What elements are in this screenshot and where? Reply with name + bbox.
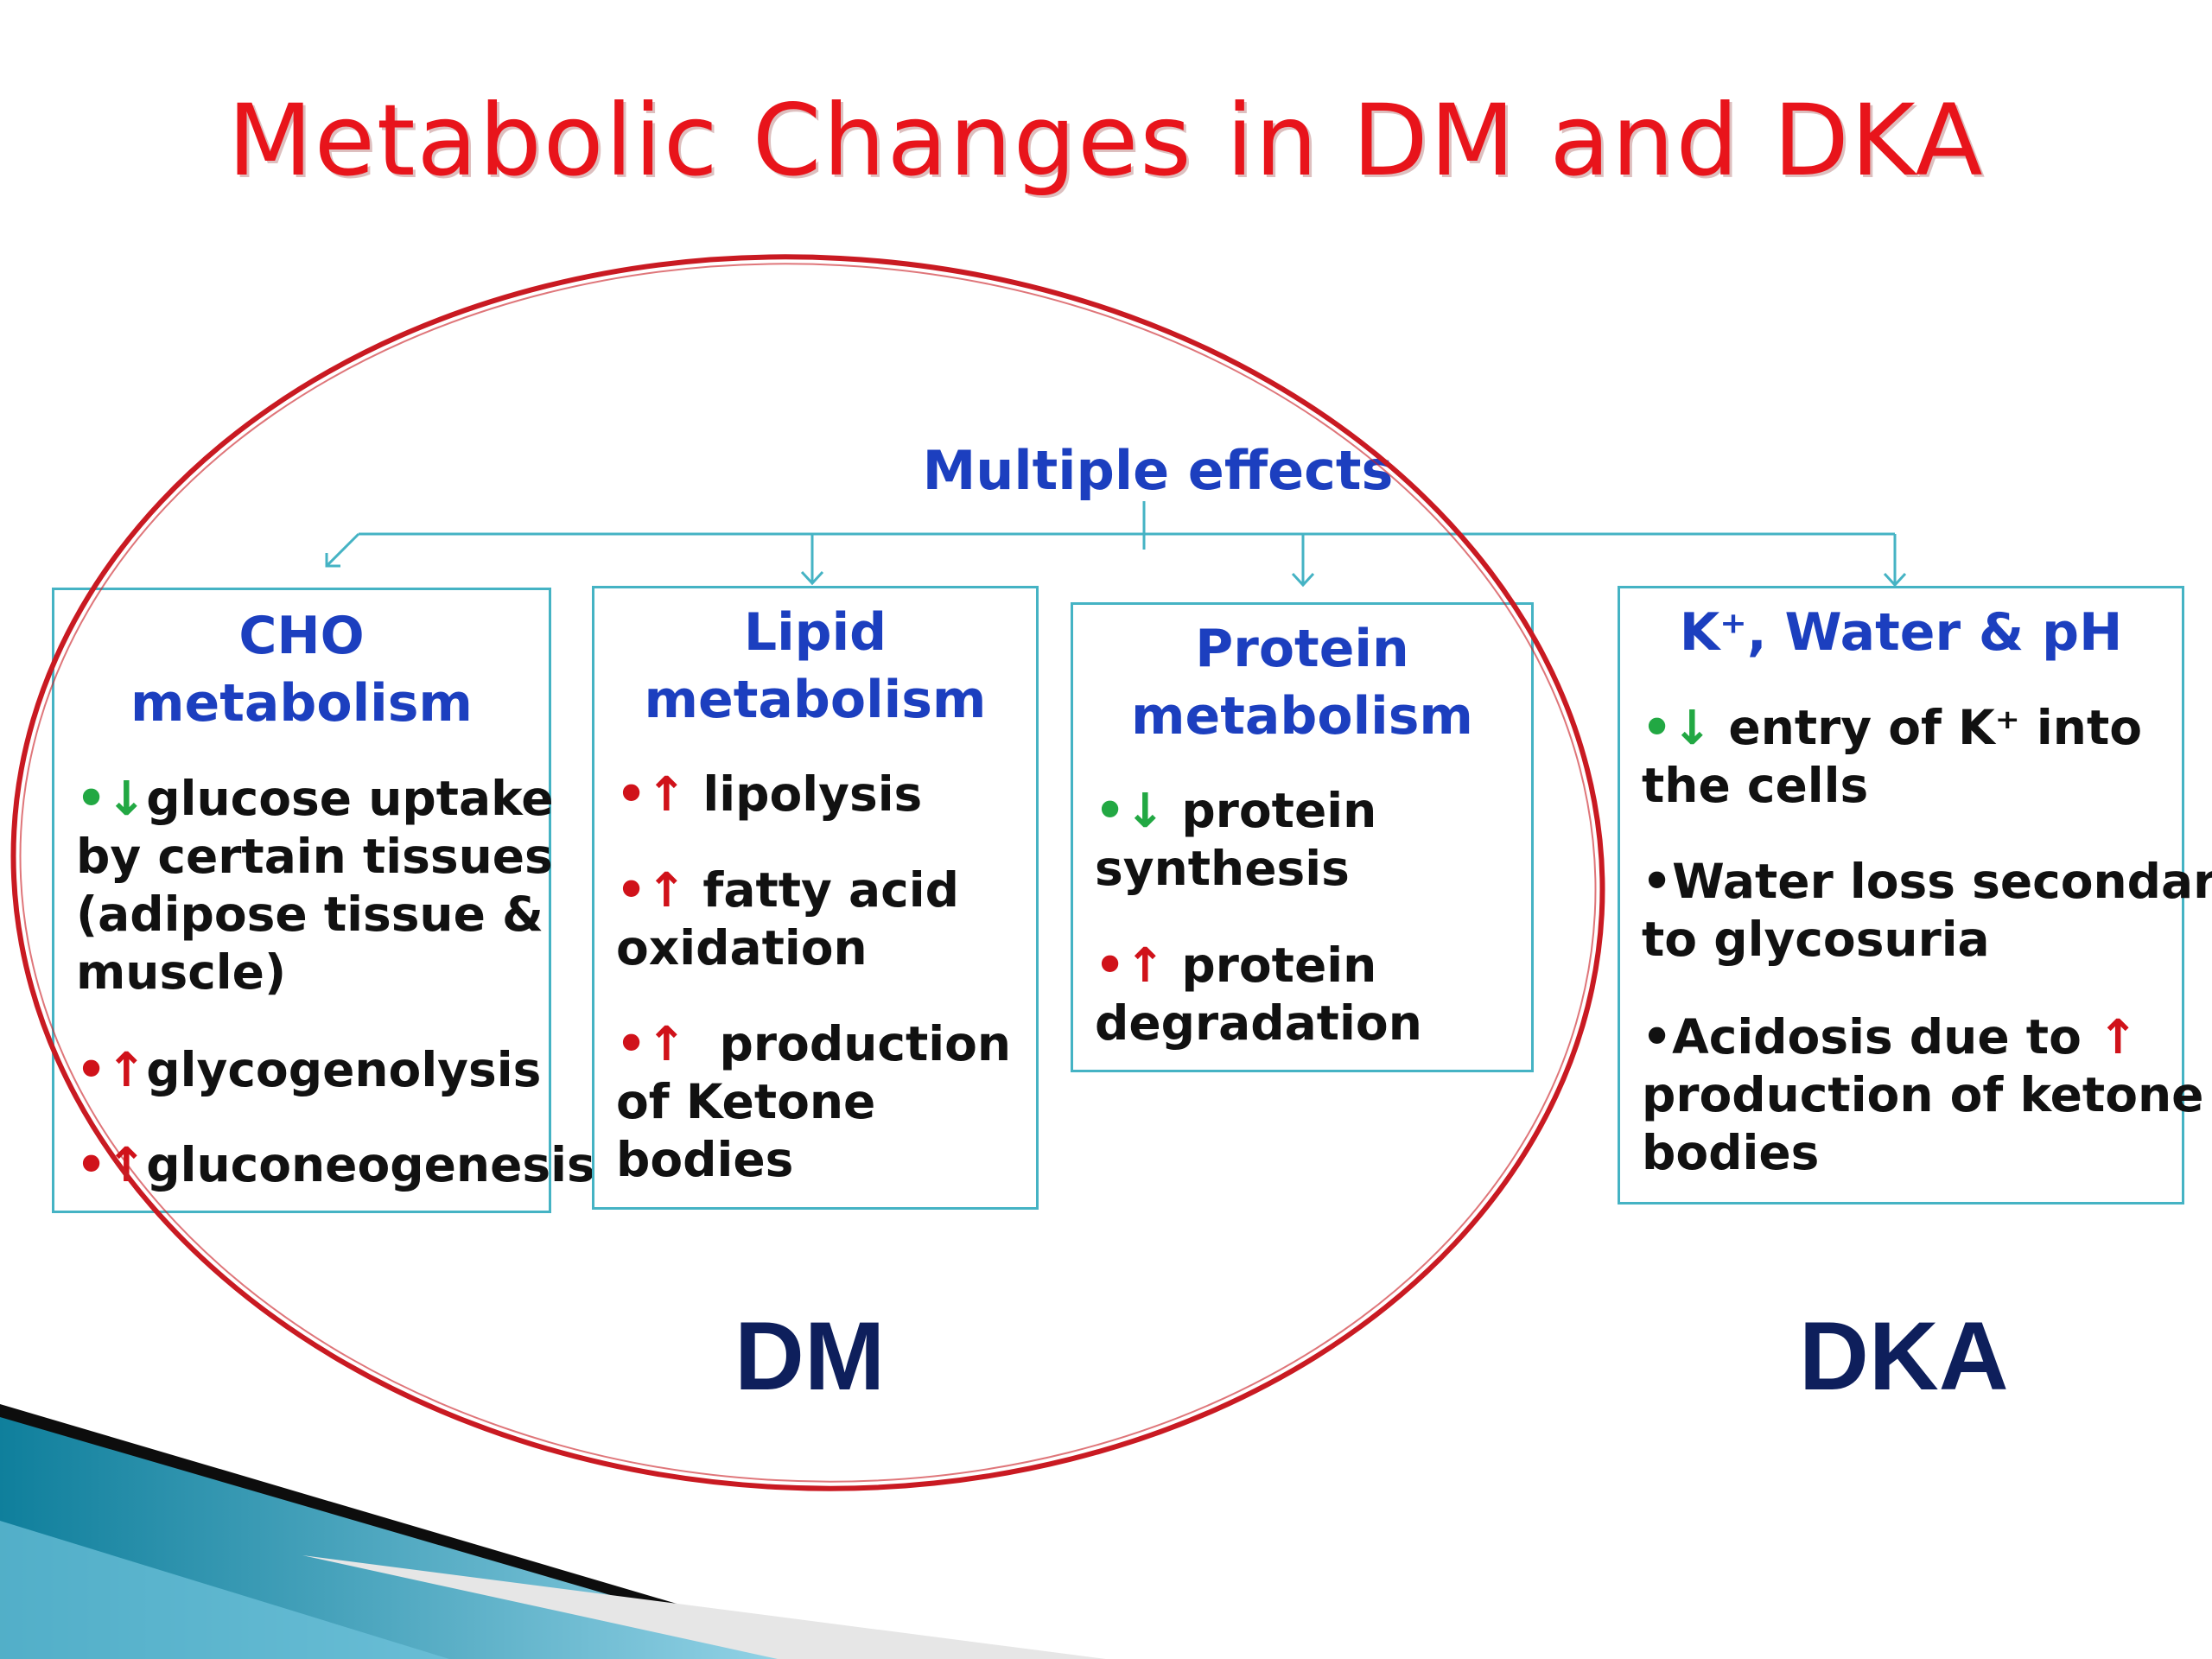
kwater-bullet-water-loss: •Water loss secondary to glycosuria — [1642, 854, 2212, 967]
increase-arrow-icon: ↑ — [106, 1042, 147, 1097]
increase-arrow-icon: ↑ — [2098, 1009, 2139, 1065]
increase-arrow-icon: ↑ — [646, 1016, 687, 1071]
increase-arrow-icon: ↑ — [646, 862, 687, 918]
increase-arrow-icon: ↑ — [106, 1137, 147, 1192]
decrease-arrow-icon: ↓ — [1125, 783, 1166, 838]
lipid-metabolism-box: Lipid metabolism •↑ lipolysis •↑ fatty a… — [592, 586, 1039, 1210]
kwater-bullet-acidosis: •Acidosis due to ↑ production of ketone … — [1642, 1009, 2204, 1180]
cho-box-title: CHO metabolism — [130, 606, 473, 734]
cho-bullet-gluconeogenesis: •↑gluconeogenesis — [76, 1137, 595, 1192]
lipid-bullet-lipolysis: •↑ lipolysis — [616, 766, 923, 822]
increase-arrow-icon: ↑ — [646, 766, 687, 822]
increase-arrow-icon: ↑ — [1125, 938, 1166, 993]
multiple-effects-label: Multiple effects — [922, 439, 1394, 502]
potassium-water-ph-box: K⁺, Water & pH •↓ entry of K⁺ into the c… — [1618, 586, 2212, 1205]
dka-group-label: DKA — [1799, 1302, 2009, 1410]
protein-bullet-degradation: •↑ protein degradation — [1095, 938, 1422, 1051]
decrease-arrow-icon: ↓ — [1672, 700, 1713, 755]
decrease-arrow-icon: ↓ — [106, 771, 147, 826]
cho-bullet-glycogenolysis: •↑glycogenolysis — [76, 1042, 542, 1097]
kwater-box-title: K⁺, Water & pH — [1679, 602, 2123, 663]
lipid-box-title: Lipid metabolism — [644, 602, 987, 730]
protein-bullet-synthesis: •↓ protein synthesis — [1095, 783, 1377, 896]
dm-group-label: DM — [734, 1302, 886, 1410]
kwater-bullet-potassium-entry: •↓ entry of K⁺ into the cells — [1642, 700, 2143, 813]
cho-metabolism-box: CHO metabolism •↓glucose uptake by certa… — [52, 588, 595, 1213]
slide-title: Metabolic Changes in DM and DKA — [227, 83, 1985, 198]
protein-box-title: Protein metabolism — [1131, 619, 1473, 747]
lipid-bullet-ketone-production: •↑ production of Ketone bodies — [616, 1016, 1012, 1187]
protein-metabolism-box: Protein metabolism •↓ protein synthesis … — [1071, 602, 1534, 1072]
cho-bullet-glucose-uptake: •↓glucose uptake by certain tissues (adi… — [76, 771, 554, 1000]
lipid-bullet-fatty-acid-oxidation: •↑ fatty acid oxidation — [616, 862, 959, 976]
